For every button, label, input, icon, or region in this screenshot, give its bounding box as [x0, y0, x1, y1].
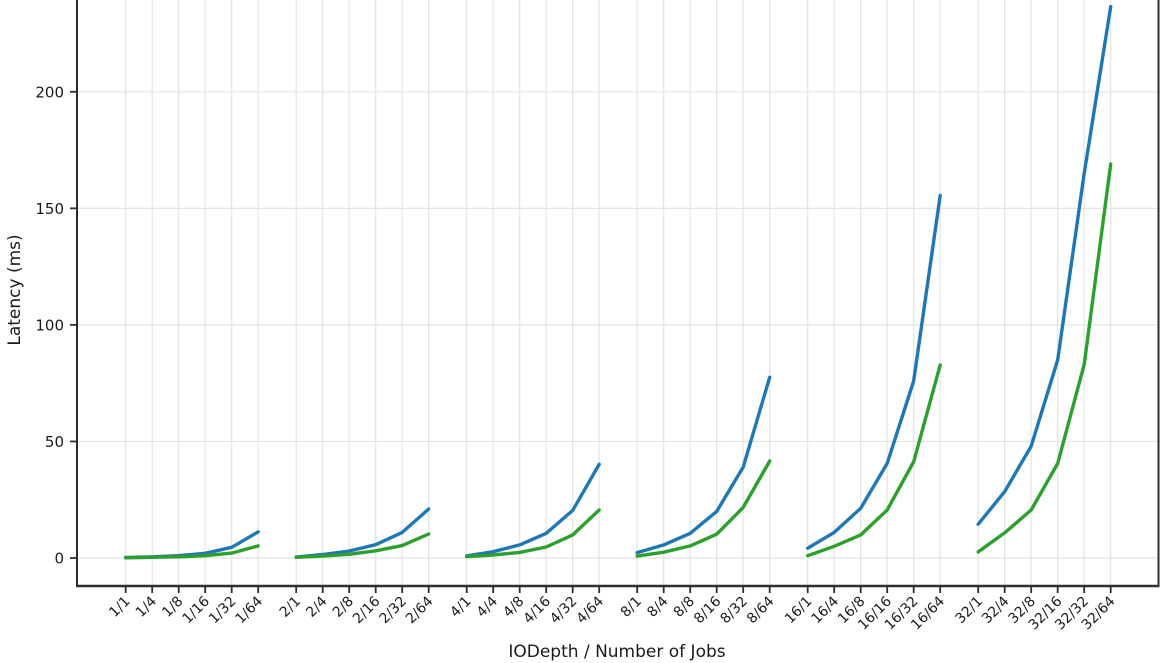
x-tick-label: 1/1 — [106, 594, 133, 621]
series-line-green-series — [806, 363, 942, 558]
x-axis-label: IODepth / Number of Jobs — [508, 642, 725, 662]
x-tick-label: 4/64 — [573, 593, 607, 627]
axes-layer — [70, 0, 1160, 593]
x-tick-label: 8/32 — [717, 594, 751, 628]
x-tick-label: 4/1 — [447, 594, 474, 621]
x-tick-label: 1/4 — [133, 593, 160, 620]
series-line-green-series — [294, 532, 431, 559]
x-tick-label: 8/16 — [691, 593, 725, 627]
series-line-blue-series — [465, 462, 601, 558]
series-line-green-series — [124, 544, 260, 560]
y-tick-label: 0 — [54, 550, 64, 568]
series-line-green-series — [635, 459, 772, 558]
x-tick-label: 1/32 — [206, 594, 240, 628]
x-tick-label: 8/64 — [744, 593, 778, 627]
x-tick-label: 32/4 — [979, 593, 1013, 627]
series-line-blue-series — [635, 375, 772, 555]
series-line-blue-series — [806, 193, 942, 550]
x-tick-label: 2/4 — [303, 593, 330, 620]
x-tick-label: 4/32 — [547, 594, 581, 628]
x-tick-label: 1/64 — [232, 593, 266, 627]
series-line-green-series — [976, 162, 1113, 554]
series-line-blue-series — [124, 530, 260, 560]
x-tick-label: 32/1 — [952, 594, 986, 628]
x-tick-label: 4/4 — [474, 593, 501, 620]
x-tick-label: 16/1 — [782, 594, 816, 628]
series-line-green-series — [465, 508, 601, 559]
series-line-blue-series — [294, 507, 431, 559]
grid-layer — [77, 0, 1159, 586]
y-tick-label: 200 — [35, 83, 64, 101]
y-tick-label: 100 — [35, 316, 64, 334]
x-tick-label: 2/32 — [376, 594, 410, 628]
y-tick-label: 50 — [45, 433, 64, 451]
y-axis-label: Latency (ms) — [5, 234, 25, 345]
series-layer — [124, 5, 1113, 560]
x-tick-label: 2/16 — [350, 593, 384, 627]
x-tick-label: 1/16 — [179, 593, 213, 627]
x-tick-label: 16/4 — [808, 593, 842, 627]
x-tick-label: 8/1 — [618, 594, 645, 621]
x-tick-label: 4/16 — [520, 593, 554, 627]
x-tick-label: 2/64 — [403, 593, 437, 627]
x-tick-label: 2/1 — [277, 594, 304, 621]
x-tick-label: 8/4 — [644, 593, 671, 620]
series-line-blue-series — [976, 5, 1113, 526]
y-tick-label: 150 — [35, 200, 64, 218]
